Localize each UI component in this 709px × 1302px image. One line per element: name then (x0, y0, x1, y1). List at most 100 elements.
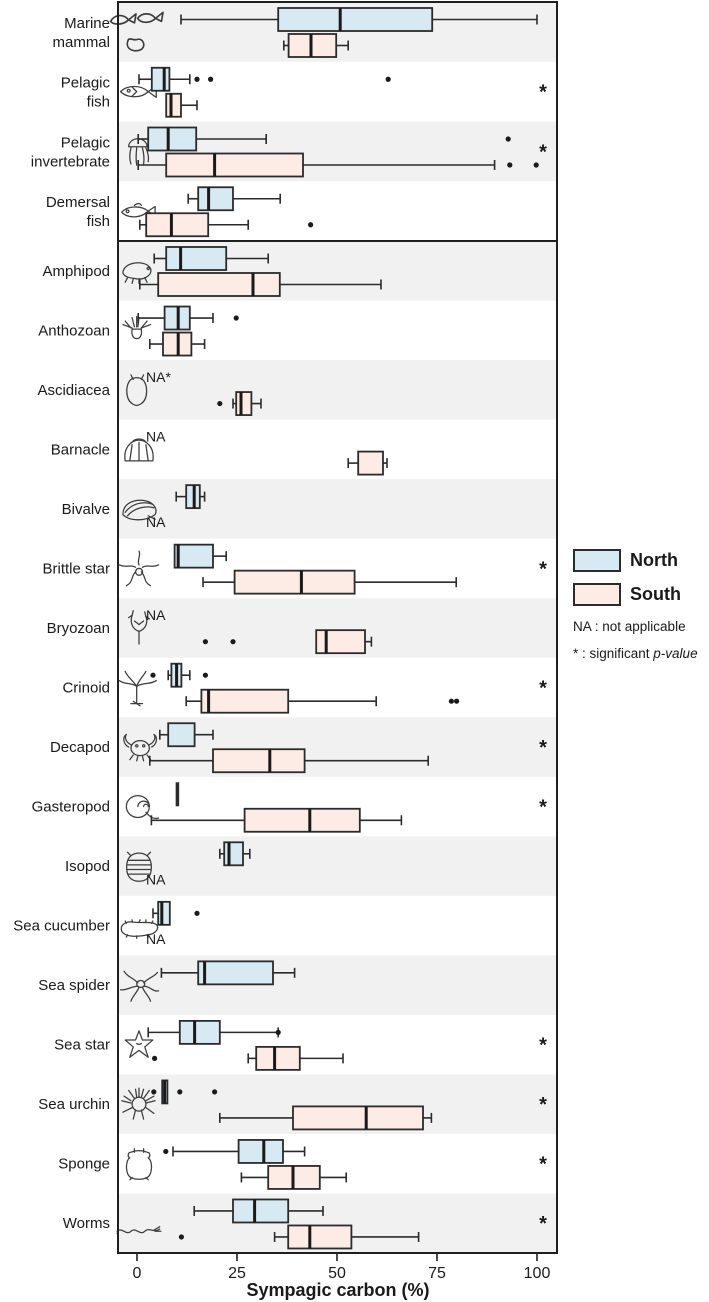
category-label: Bivalve (62, 501, 110, 518)
south-boxplot-outlier (178, 1234, 184, 1240)
crab-icon-path (141, 755, 145, 762)
crab-icon-path (148, 733, 158, 748)
anemone-icon-path (122, 323, 133, 329)
isopod-icon-path (146, 851, 152, 857)
row-isopod: Isopod NA (65, 841, 251, 887)
x-axis-tick-label: 50 (328, 1265, 346, 1282)
south-boxplot-outlier (308, 222, 314, 228)
sponge-icon (125, 1148, 153, 1181)
na-label: NA (146, 429, 166, 445)
anemone-icon-path (131, 317, 136, 328)
north-boxplot-box (232, 1198, 290, 1224)
south-boxplot-box (233, 569, 356, 595)
south-boxplot (202, 569, 458, 595)
sea-urchin-icon-path (134, 1088, 138, 1098)
snail-icon-path (145, 811, 160, 820)
significance-asterisk: * (539, 1154, 547, 1176)
south-boxplot-box (255, 1045, 301, 1071)
significance-note-prefix: * : significant (573, 645, 654, 661)
north-boxplot (138, 66, 391, 92)
crinoid-icon-path (136, 679, 157, 687)
south-boxplot (178, 1224, 420, 1250)
north-boxplot (159, 722, 214, 748)
anemone-icon (122, 315, 152, 340)
significance-asterisk: * (539, 797, 547, 819)
whale-and-seal-icon (109, 11, 164, 52)
brittle-star-icon-path (135, 567, 144, 576)
north-boxplot (150, 662, 208, 688)
row-barnacle: Barnacle NA (51, 429, 388, 476)
sea-spider-icon-path (119, 985, 139, 991)
x-axis-tick-label: 0 (133, 1265, 142, 1282)
brittle-star-icon-path (140, 571, 152, 587)
category-label: Marine mammal (52, 15, 110, 51)
north-boxplot-box (147, 126, 198, 152)
significance-asterisk: * (539, 1094, 547, 1116)
na-label: NA (146, 514, 166, 530)
north-boxplot-box (173, 543, 214, 569)
amphipod-icon-path (144, 277, 148, 283)
amphipod-icon-path (131, 278, 134, 285)
x-axis-tick-label: 100 (524, 1265, 551, 1282)
bryozoan-icon-path (133, 620, 140, 626)
sea-star-icon-path (124, 1030, 154, 1058)
category-label: Isopod (65, 858, 110, 875)
north-boxplot (151, 1079, 218, 1105)
north-boxplot-box (223, 841, 244, 867)
significance-asterisk: * (539, 737, 547, 759)
north-boxplot (152, 900, 200, 926)
sea-urchin-icon-path (142, 1089, 150, 1100)
south-boxplot (149, 748, 430, 774)
x-axis-tick-label: 75 (428, 1265, 446, 1282)
south-boxplot-outlier (152, 1055, 158, 1061)
row-crinoid: Crinoid * (62, 662, 547, 714)
crab-icon-path (136, 755, 139, 762)
amphipod-icon-path (124, 277, 129, 283)
sea-urchin-icon-path (140, 1088, 145, 1098)
row-sea-spider: Sea spider (38, 960, 296, 1002)
south-boxplot (137, 152, 539, 178)
south-boxplot (217, 391, 262, 416)
category-label: Brittle star (42, 560, 110, 577)
south-boxplot (152, 1045, 344, 1071)
category-label: Worms (63, 1215, 110, 1232)
na-label: NA (146, 871, 166, 887)
row-sea-urchin: Sea urchin * (38, 1079, 547, 1131)
north-boxplot (147, 1019, 281, 1045)
row-marine-mammal: Marine mammal (52, 7, 538, 58)
category-label: Gasteropod (32, 799, 110, 816)
isopod-icon (126, 851, 152, 882)
bryozoan-icon-path (131, 610, 134, 616)
row-amphipod: Amphipod (42, 246, 382, 297)
bryozoan-icon-path (128, 614, 133, 619)
crinoid-icon-path (132, 700, 141, 707)
significance-asterisk: * (539, 141, 547, 163)
significance-asterisk: * (539, 82, 547, 104)
bivalve-shell-icon-path (124, 502, 154, 513)
category-label: Pelagic invertebrate (31, 134, 111, 170)
north-boxplot-outlier (177, 1089, 183, 1095)
legend-entry-north: North (573, 549, 707, 572)
category-label: Crinoid (62, 679, 110, 696)
barnacle-icon-path (124, 439, 154, 462)
significance-asterisk: * (539, 677, 547, 699)
north-boxplot-outlier (163, 1148, 169, 1155)
bryozoan-icon-path (138, 615, 148, 633)
category-label: Pelagic fish (61, 75, 111, 111)
sea-urchin-icon-path (122, 1106, 133, 1113)
north-boxplot (137, 305, 239, 331)
anemone-icon-path (131, 328, 143, 340)
south-boxplot (219, 1105, 433, 1131)
jellyfish-icon-path (141, 147, 145, 165)
category-label: Sea star (54, 1037, 110, 1054)
north-boxplot-outlier (194, 76, 200, 82)
sea-urchin-icon-path (145, 1106, 155, 1115)
sponge-icon-path (129, 1176, 133, 1181)
na-note: NA : not applicable (573, 617, 707, 638)
north-boxplot-box (167, 722, 196, 748)
sea-urchin-icon-path (145, 1095, 155, 1102)
anemone-icon-path (140, 320, 148, 329)
brittle-star-icon (118, 550, 160, 587)
x-axis-tick-label: 25 (228, 1265, 246, 1282)
worm-icon-path (153, 1226, 161, 1231)
